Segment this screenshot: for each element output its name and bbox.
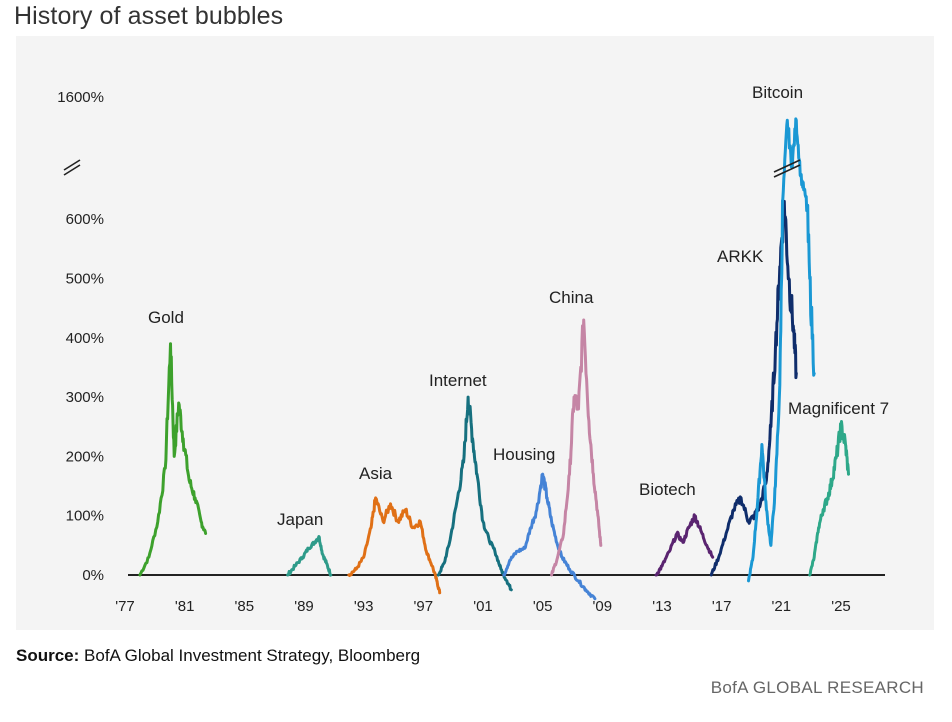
x-tick-label: '93	[354, 598, 374, 615]
x-tick-label: '05	[533, 598, 553, 615]
series-line-asia	[347, 496, 442, 595]
label-layer: Gold Japan Asia Internet Housing China Biotech…	[148, 83, 889, 529]
x-tick-label: '89	[294, 598, 314, 615]
x-tick-label: '77	[115, 598, 135, 615]
y-tick-label: 300%	[66, 389, 104, 406]
series-line-arkk	[709, 199, 798, 577]
y-tick-label: 1600%	[57, 89, 104, 106]
series-label: Japan	[277, 510, 323, 529]
chart-panel: 0% 100% 200% 300% 400% 500% 600% 1600% '77 '81 '85…	[16, 36, 934, 630]
series-line-magnificent-7	[808, 420, 850, 577]
y-tick-label: 600%	[66, 211, 104, 228]
x-tick-label: '25	[831, 598, 851, 615]
y-tick-label: 200%	[66, 448, 104, 465]
y-tick-label: 0%	[82, 567, 104, 584]
axis-break-mark	[773, 164, 801, 178]
line-chart: 0% 100% 200% 300% 400% 500% 600% 1600% '77 '81 '85…	[57, 83, 889, 615]
series-line-gold	[138, 342, 208, 577]
series-label: Magnificent 7	[788, 399, 889, 418]
x-tick-label: '09	[593, 598, 613, 615]
axis-break-mark	[63, 159, 81, 171]
series-label: Gold	[148, 308, 184, 327]
series-line-china	[550, 318, 603, 577]
chart-title: History of asset bubbles	[14, 2, 284, 30]
series-label: Internet	[429, 371, 487, 390]
series-line-internet	[436, 395, 513, 592]
series-label: China	[549, 288, 594, 307]
y-tick-label: 500%	[66, 271, 104, 288]
source-note: Source: BofA Global Investment Strategy,…	[16, 646, 420, 666]
series-line-bitcoin	[747, 117, 816, 583]
series-layer	[138, 117, 850, 601]
series-line-housing	[502, 472, 597, 601]
y-tick-label: 100%	[66, 508, 104, 525]
series-label: Biotech	[639, 480, 696, 499]
series-label: Housing	[493, 445, 555, 464]
series-label: Asia	[359, 464, 393, 483]
axis-layer: 0% 100% 200% 300% 400% 500% 600% 1600% '77 '81 '85…	[57, 89, 885, 615]
series-line-biotech	[654, 513, 715, 577]
source-text: BofA Global Investment Strategy, Bloombe…	[79, 646, 421, 665]
series-label: Bitcoin	[752, 83, 803, 102]
x-tick-label: '85	[235, 598, 255, 615]
brand-logo-text: BofA GLOBAL RESEARCH	[710, 678, 924, 697]
series-label: ARKK	[717, 247, 764, 266]
y-tick-label: 400%	[66, 330, 104, 347]
axis-break-mark	[773, 159, 801, 173]
series-line-japan	[286, 535, 333, 577]
x-tick-label: '81	[175, 598, 195, 615]
x-tick-label: '21	[772, 598, 792, 615]
x-tick-label: '97	[414, 598, 434, 615]
axis-break-mark	[63, 164, 81, 176]
x-tick-label: '01	[473, 598, 493, 615]
x-tick-label: '13	[652, 598, 672, 615]
x-tick-label: '17	[712, 598, 732, 615]
source-label: Source:	[16, 646, 80, 665]
